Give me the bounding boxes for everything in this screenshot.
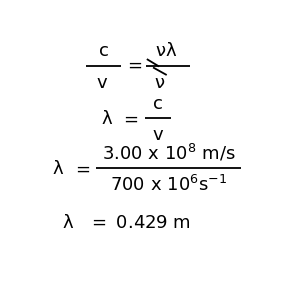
Text: $\mathsf{v}$: $\mathsf{v}$ bbox=[151, 126, 164, 144]
Text: $\mathsf{\lambda}$: $\mathsf{\lambda}$ bbox=[52, 160, 65, 178]
Text: $\mathsf{c}$: $\mathsf{c}$ bbox=[98, 42, 108, 60]
Text: $\mathsf{=}$: $\mathsf{=}$ bbox=[124, 56, 142, 74]
Text: $\mathsf{c}$: $\mathsf{c}$ bbox=[152, 95, 163, 113]
Text: $\mathsf{700\ x\ 10^{6}s^{-1}}$: $\mathsf{700\ x\ 10^{6}s^{-1}}$ bbox=[110, 175, 228, 195]
Text: $\mathsf{=\ 0.429\ m}$: $\mathsf{=\ 0.429\ m}$ bbox=[88, 214, 192, 232]
Text: $\mathsf{\lambda}$: $\mathsf{\lambda}$ bbox=[62, 214, 74, 232]
Text: $\mathsf{=}$: $\mathsf{=}$ bbox=[73, 160, 91, 178]
Text: $\mathsf{\lambda}$: $\mathsf{\lambda}$ bbox=[101, 110, 113, 128]
Text: $\mathsf{\nu}$: $\mathsf{\nu}$ bbox=[154, 74, 166, 92]
Text: $\mathsf{\nu\lambda}$: $\mathsf{\nu\lambda}$ bbox=[156, 42, 178, 60]
Text: $\mathsf{3.00\ x\ 10^{8}\ m/s}$: $\mathsf{3.00\ x\ 10^{8}\ m/s}$ bbox=[102, 142, 236, 163]
Text: $\mathsf{v}$: $\mathsf{v}$ bbox=[96, 74, 108, 92]
Text: $\mathsf{=}$: $\mathsf{=}$ bbox=[120, 110, 139, 128]
